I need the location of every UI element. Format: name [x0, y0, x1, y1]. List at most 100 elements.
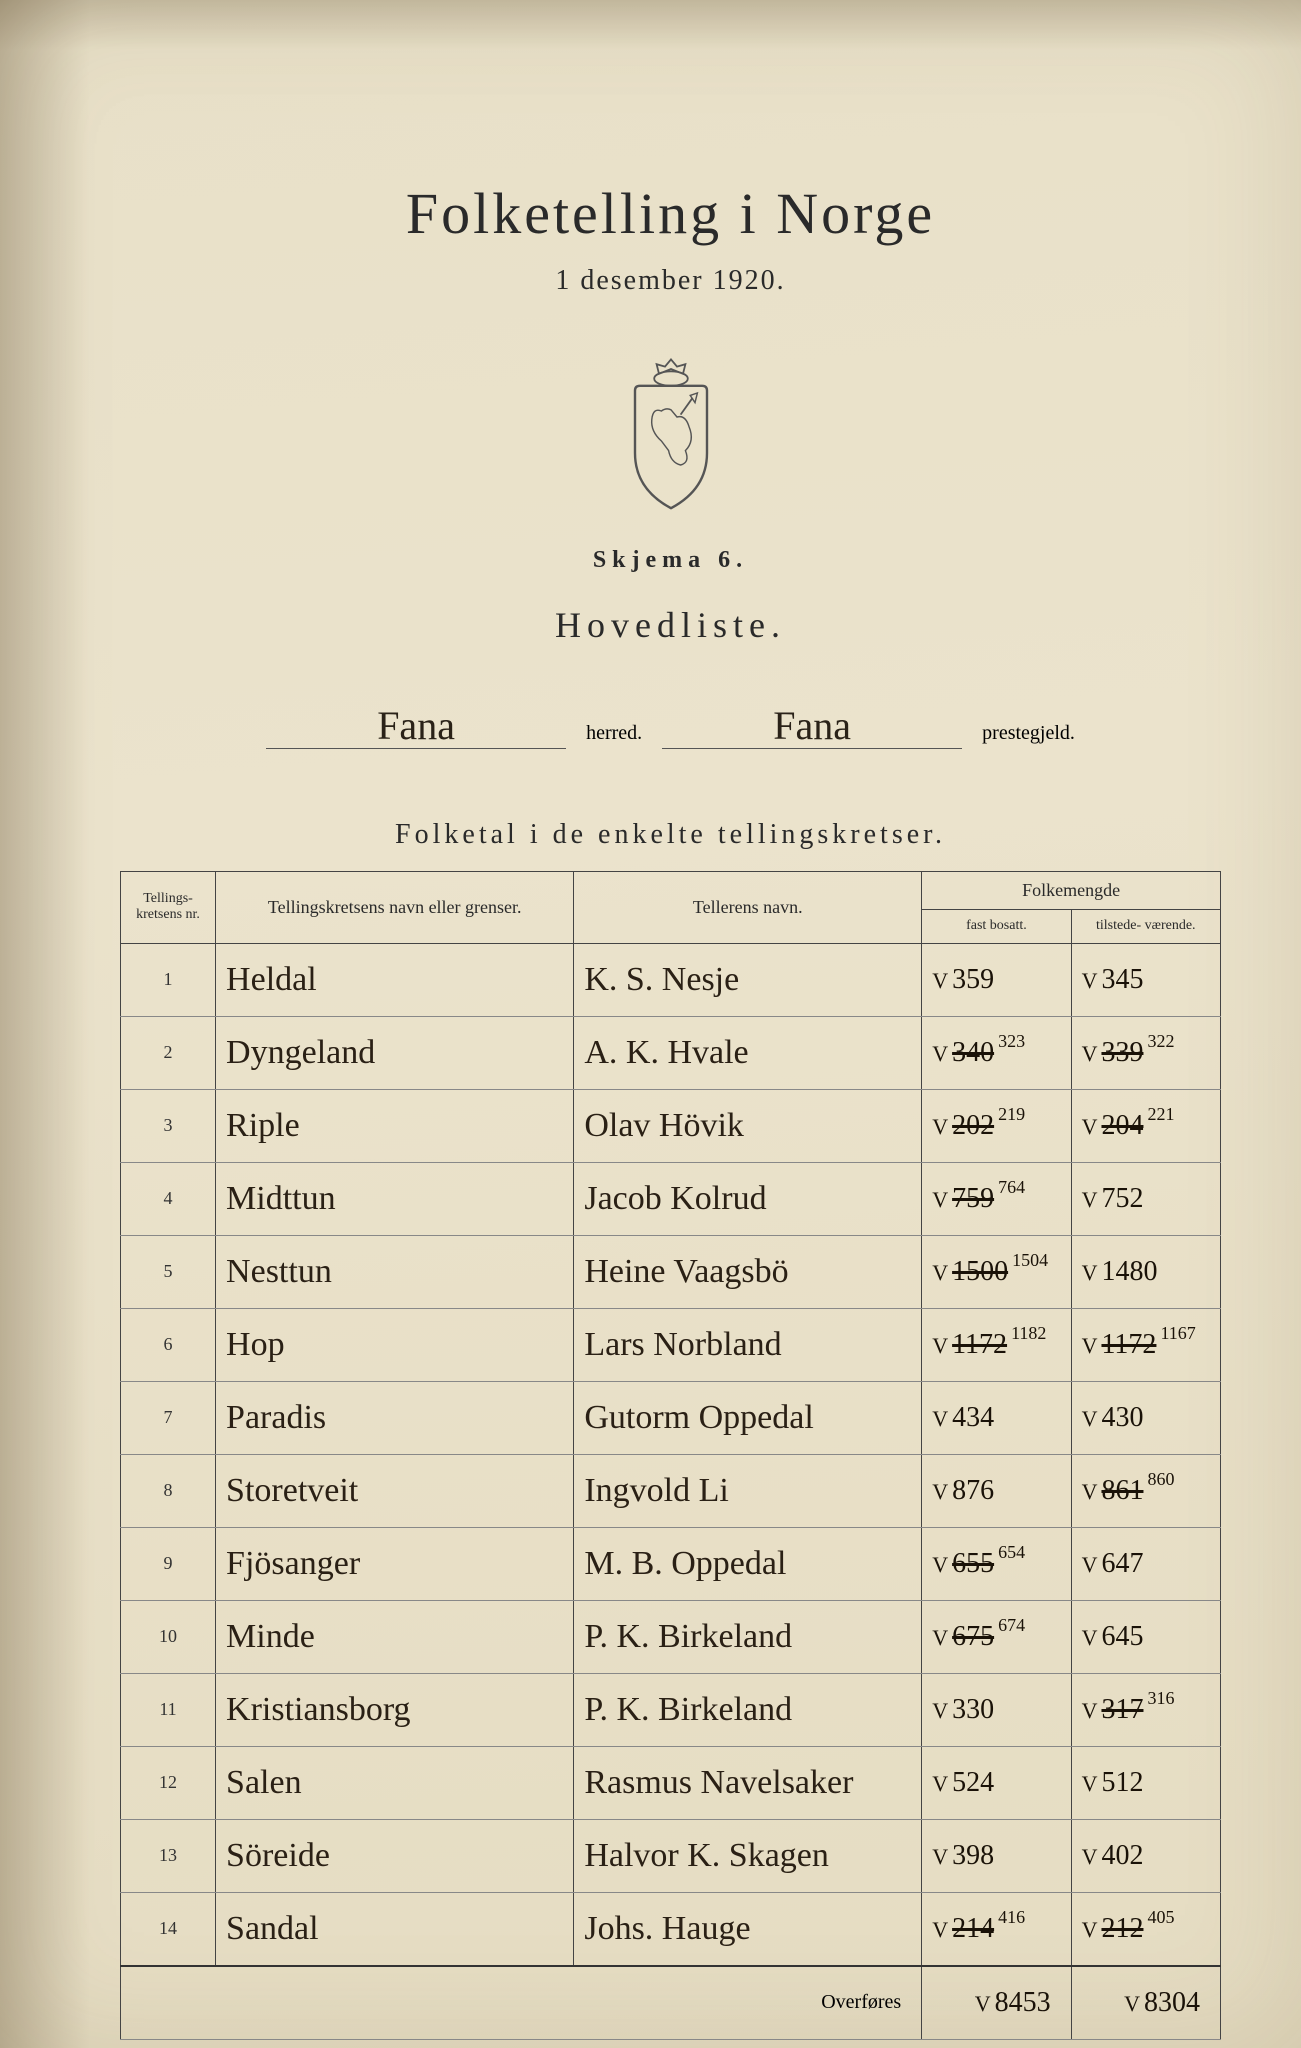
row-nr: 3 [121, 1089, 216, 1162]
locality-line: Fana herred. Fana prestegjeld. [120, 706, 1221, 749]
table-row: 12SalenRasmus NavelsakerV524V512 [121, 1746, 1221, 1819]
table-row: 13SöreideHalvor K. SkagenV398V402 [121, 1819, 1221, 1892]
table-row: 5NesttunHeine VaagsböV15001504V1480 [121, 1235, 1221, 1308]
row-tellernavn: A. K. Hvale [574, 1016, 922, 1089]
col-nr: Tellings- kretsens nr. [121, 872, 216, 944]
row-kretsnavn: Söreide [216, 1819, 574, 1892]
table-row: 11KristiansborgP. K. BirkelandV330V31731… [121, 1673, 1221, 1746]
row-tellernavn: M. B. Oppedal [574, 1527, 922, 1600]
row-fast: V398 [922, 1819, 1071, 1892]
main-title: Folketelling i Norge [120, 180, 1221, 247]
row-nr: 9 [121, 1527, 216, 1600]
row-tilstede: V861860 [1071, 1454, 1220, 1527]
row-tellernavn: Jacob Kolrud [574, 1162, 922, 1235]
row-nr: 5 [121, 1235, 216, 1308]
total-tilstede: V8304 [1071, 1966, 1220, 2040]
row-fast: V15001504 [922, 1235, 1071, 1308]
section-heading: Folketal i de enkelte tellingskretser. [120, 819, 1221, 851]
row-fast: V675674 [922, 1600, 1071, 1673]
date-subtitle: 1 desember 1920. [120, 265, 1221, 297]
row-tilstede: V752 [1071, 1162, 1220, 1235]
herred-value: Fana [266, 706, 566, 749]
row-fast: V330 [922, 1673, 1071, 1746]
row-tilstede: V512 [1071, 1746, 1220, 1819]
row-nr: 11 [121, 1673, 216, 1746]
row-tilstede: V204221 [1071, 1089, 1220, 1162]
row-kretsnavn: Dyngeland [216, 1016, 574, 1089]
row-nr: 8 [121, 1454, 216, 1527]
row-tilstede: V402 [1071, 1819, 1220, 1892]
row-fast: V524 [922, 1746, 1071, 1819]
document-page: Folketelling i Norge 1 desember 1920. Sk… [0, 0, 1301, 2048]
col-fast: fast bosatt. [922, 910, 1071, 944]
row-tellernavn: Johs. Hauge [574, 1892, 922, 1966]
row-nr: 14 [121, 1892, 216, 1966]
prestegjeld-value: Fana [662, 706, 962, 749]
row-tilstede: V212405 [1071, 1892, 1220, 1966]
row-kretsnavn: Kristiansborg [216, 1673, 574, 1746]
row-kretsnavn: Riple [216, 1089, 574, 1162]
row-tilstede: V11721167 [1071, 1308, 1220, 1381]
row-tilstede: V430 [1071, 1381, 1220, 1454]
row-kretsnavn: Minde [216, 1600, 574, 1673]
prestegjeld-label: prestegjeld. [982, 722, 1075, 749]
table-row: 1HeldalK. S. NesjeV359V345 [121, 943, 1221, 1016]
form-title: Hovedliste. [120, 604, 1221, 646]
row-tilstede: V317316 [1071, 1673, 1220, 1746]
row-nr: 2 [121, 1016, 216, 1089]
row-tellernavn: Olav Hövik [574, 1089, 922, 1162]
col-tilstede: tilstede- værende. [1071, 910, 1220, 944]
row-tellernavn: K. S. Nesje [574, 943, 922, 1016]
row-fast: V11721182 [922, 1308, 1071, 1381]
table-row: 7ParadisGutorm OppedalV434V430 [121, 1381, 1221, 1454]
row-tilstede: V339322 [1071, 1016, 1220, 1089]
row-tellernavn: Gutorm Oppedal [574, 1381, 922, 1454]
table-row: 6HopLars NorblandV11721182V11721167 [121, 1308, 1221, 1381]
table-row: 4MidttunJacob KolrudV759764V752 [121, 1162, 1221, 1235]
total-fast: V8453 [922, 1966, 1071, 2040]
row-kretsnavn: Nesttun [216, 1235, 574, 1308]
row-fast: V340323 [922, 1016, 1071, 1089]
row-fast: V202219 [922, 1089, 1071, 1162]
row-tellernavn: P. K. Birkeland [574, 1600, 922, 1673]
row-nr: 4 [121, 1162, 216, 1235]
row-tellernavn: Halvor K. Skagen [574, 1819, 922, 1892]
row-fast: V214416 [922, 1892, 1071, 1966]
row-kretsnavn: Sandal [216, 1892, 574, 1966]
row-nr: 6 [121, 1308, 216, 1381]
row-kretsnavn: Storetveit [216, 1454, 574, 1527]
census-table: Tellings- kretsens nr. Tellingskretsens … [120, 871, 1221, 2040]
table-row: 2DyngelandA. K. HvaleV340323V339322 [121, 1016, 1221, 1089]
table-row: 14SandalJohs. HaugeV214416V212405 [121, 1892, 1221, 1966]
row-tilstede: V647 [1071, 1527, 1220, 1600]
col-folk: Folkemengde [922, 872, 1221, 910]
form-number: Skjema 6. [120, 547, 1221, 574]
table-row: 3RipleOlav HövikV202219V204221 [121, 1089, 1221, 1162]
row-kretsnavn: Midttun [216, 1162, 574, 1235]
row-tellernavn: P. K. Birkeland [574, 1673, 922, 1746]
row-fast: V434 [922, 1381, 1071, 1454]
row-nr: 10 [121, 1600, 216, 1673]
header: Folketelling i Norge 1 desember 1920. Sk… [120, 180, 1221, 646]
row-kretsnavn: Paradis [216, 1381, 574, 1454]
table-row: 9FjösangerM. B. OppedalV655654V647 [121, 1527, 1221, 1600]
row-nr: 13 [121, 1819, 216, 1892]
row-nr: 7 [121, 1381, 216, 1454]
row-kretsnavn: Salen [216, 1746, 574, 1819]
herred-label: herred. [586, 722, 642, 749]
overfores-label: Overføres [121, 1966, 922, 2040]
row-tellernavn: Ingvold Li [574, 1454, 922, 1527]
row-tilstede: V345 [1071, 943, 1220, 1016]
row-fast: V876 [922, 1454, 1071, 1527]
coat-of-arms-icon [611, 357, 731, 507]
row-tilstede: V1480 [1071, 1235, 1220, 1308]
row-nr: 12 [121, 1746, 216, 1819]
row-kretsnavn: Fjösanger [216, 1527, 574, 1600]
row-kretsnavn: Hop [216, 1308, 574, 1381]
row-tellernavn: Heine Vaagsbö [574, 1235, 922, 1308]
col-navn: Tellingskretsens navn eller grenser. [216, 872, 574, 944]
col-teller: Tellerens navn. [574, 872, 922, 944]
row-fast: V359 [922, 943, 1071, 1016]
row-tellernavn: Rasmus Navelsaker [574, 1746, 922, 1819]
row-nr: 1 [121, 943, 216, 1016]
